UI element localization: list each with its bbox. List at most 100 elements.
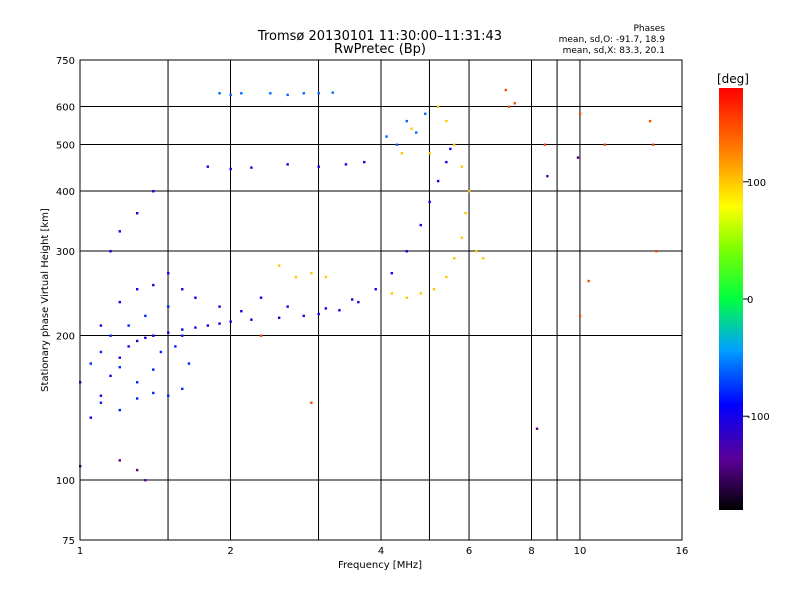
data-point bbox=[579, 113, 581, 115]
y-tick-label: 750 bbox=[56, 56, 75, 67]
data-point bbox=[318, 165, 320, 167]
data-point bbox=[310, 402, 312, 404]
data-point bbox=[230, 168, 232, 170]
data-point bbox=[401, 152, 403, 154]
data-point bbox=[230, 320, 232, 322]
y-tick-label: 100 bbox=[56, 476, 75, 487]
data-point bbox=[357, 301, 359, 303]
data-point bbox=[181, 335, 183, 337]
data-point bbox=[167, 331, 169, 333]
data-point bbox=[194, 297, 196, 299]
data-point bbox=[604, 144, 606, 146]
data-point bbox=[109, 335, 111, 337]
data-point bbox=[152, 368, 154, 370]
data-point bbox=[136, 340, 138, 342]
data-point bbox=[338, 309, 340, 311]
data-point bbox=[230, 94, 232, 96]
data-point bbox=[385, 135, 387, 137]
data-point bbox=[181, 328, 183, 330]
y-tick-label: 400 bbox=[56, 187, 75, 198]
data-point bbox=[136, 381, 138, 383]
data-point bbox=[428, 152, 430, 154]
data-point bbox=[119, 301, 121, 303]
x-tick-label: 2 bbox=[227, 546, 233, 557]
data-point bbox=[464, 212, 466, 214]
data-point bbox=[325, 276, 327, 278]
data-point bbox=[119, 459, 121, 461]
data-point bbox=[278, 317, 280, 319]
data-point bbox=[587, 280, 589, 282]
data-point bbox=[505, 89, 507, 91]
data-point bbox=[461, 237, 463, 239]
data-point bbox=[250, 166, 252, 168]
data-point bbox=[181, 388, 183, 390]
data-point bbox=[90, 362, 92, 364]
data-point bbox=[152, 335, 154, 337]
colorbar-tick-label: -100 bbox=[747, 412, 770, 423]
x-tick-label: 8 bbox=[528, 546, 534, 557]
data-point bbox=[428, 201, 430, 203]
data-point bbox=[100, 324, 102, 326]
data-point bbox=[649, 120, 651, 122]
data-point bbox=[655, 250, 657, 252]
grid bbox=[80, 60, 682, 540]
colorbar-tick-label: 0 bbox=[747, 295, 753, 306]
data-point bbox=[363, 161, 365, 163]
y-tick-label: 600 bbox=[56, 103, 75, 114]
data-point bbox=[109, 250, 111, 252]
data-point bbox=[544, 144, 546, 146]
x-axis-ticks: 1 2 4 6 8 10 16 bbox=[77, 546, 689, 557]
data-point bbox=[445, 276, 447, 278]
data-point bbox=[100, 351, 102, 353]
data-point bbox=[286, 163, 288, 165]
data-point bbox=[127, 345, 129, 347]
y-tick-label: 200 bbox=[56, 332, 75, 343]
data-point bbox=[449, 148, 451, 150]
data-point bbox=[119, 230, 121, 232]
data-point bbox=[424, 113, 426, 115]
y-axis-ticks: 75 100 200 300 400 500 600 750 bbox=[56, 56, 75, 547]
data-point bbox=[194, 326, 196, 328]
data-point bbox=[514, 102, 516, 104]
data-point bbox=[508, 106, 510, 108]
y-tick-label: 75 bbox=[62, 536, 75, 547]
data-point bbox=[144, 315, 146, 317]
data-point bbox=[579, 315, 581, 317]
data-point bbox=[152, 392, 154, 394]
colorbar-tick-label: 100 bbox=[747, 178, 766, 189]
x-tick-label: 16 bbox=[676, 546, 689, 557]
data-point bbox=[286, 94, 288, 96]
data-point bbox=[136, 212, 138, 214]
data-point bbox=[410, 127, 412, 129]
data-point bbox=[406, 120, 408, 122]
data-point bbox=[391, 272, 393, 274]
stats-heading: Phases bbox=[633, 24, 665, 34]
data-point bbox=[100, 402, 102, 404]
data-point bbox=[152, 284, 154, 286]
colorbar bbox=[719, 88, 743, 510]
data-point bbox=[286, 305, 288, 307]
y-tick-label: 300 bbox=[56, 247, 75, 258]
data-point bbox=[303, 315, 305, 317]
x-tick-label: 10 bbox=[574, 546, 587, 557]
data-point bbox=[437, 180, 439, 182]
data-point bbox=[181, 288, 183, 290]
data-point bbox=[250, 318, 252, 320]
data-point bbox=[445, 161, 447, 163]
data-point bbox=[445, 120, 447, 122]
chart-subtitle: RwPretec (Bp) bbox=[334, 42, 426, 57]
data-point bbox=[375, 288, 377, 290]
x-tick-label: 6 bbox=[466, 546, 472, 557]
data-point bbox=[167, 272, 169, 274]
data-point bbox=[303, 92, 305, 94]
data-point bbox=[461, 165, 463, 167]
data-point bbox=[100, 395, 102, 397]
data-point bbox=[127, 324, 129, 326]
data-point bbox=[406, 250, 408, 252]
data-point bbox=[652, 144, 654, 146]
data-point bbox=[167, 305, 169, 307]
data-point bbox=[351, 298, 353, 300]
data-point bbox=[406, 297, 408, 299]
data-point bbox=[295, 276, 297, 278]
data-point bbox=[119, 366, 121, 368]
